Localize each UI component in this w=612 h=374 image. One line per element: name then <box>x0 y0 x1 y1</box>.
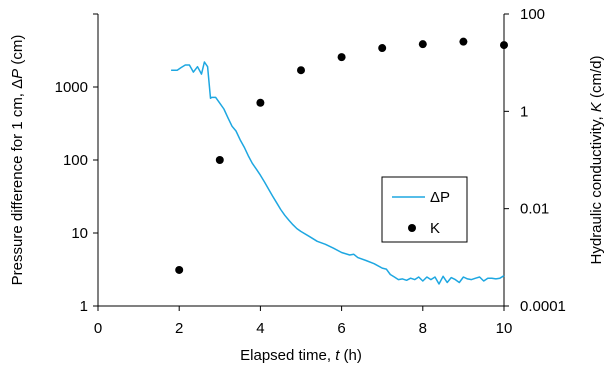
series-k <box>175 37 508 274</box>
y-axis-left-ticks: 1 10 100 1000 <box>55 13 98 315</box>
k-data-point <box>297 66 305 75</box>
x-tick-label: 2 <box>175 320 183 337</box>
x-tick-label: 0 <box>94 320 102 337</box>
legend-dot-symbol <box>408 224 416 232</box>
y-left-tick-label: 1000 <box>55 79 88 96</box>
legend-box <box>381 176 468 243</box>
delta-p-line <box>171 61 505 285</box>
plot-area-frame <box>97 14 505 307</box>
k-data-point <box>378 44 387 53</box>
y-right-tick-label: 1 <box>520 103 528 120</box>
y-left-tick-label: 1 <box>80 298 88 315</box>
x-tick-label: 8 <box>419 320 427 337</box>
y-axis-right-ticks: 0.0001 0.01 1 100 <box>504 6 566 315</box>
y-right-tick-label: 100 <box>520 6 545 23</box>
series-delta-p <box>171 61 505 285</box>
y-left-tick-label: 100 <box>63 152 88 169</box>
y-left-tick-label: 10 <box>71 225 88 242</box>
legend: ΔP K <box>381 176 468 243</box>
x-axis-ticks: 0 2 4 6 8 10 <box>94 306 513 337</box>
k-data-point <box>459 37 468 46</box>
y-right-tick-label: 0.0001 <box>520 298 566 315</box>
k-data-point <box>256 98 265 107</box>
k-data-point <box>500 41 508 50</box>
x-tick-label: 10 <box>496 320 513 337</box>
x-axis-title: Elapsed time, t (h) <box>240 347 362 364</box>
y-axis-left-title: Pressure difference for 1 cm, ΔP (cm) <box>9 35 26 286</box>
k-data-point <box>337 53 346 62</box>
k-data-point <box>215 156 224 164</box>
y-right-tick-label: 0.01 <box>520 201 549 218</box>
x-tick-label: 4 <box>256 320 264 337</box>
legend-label-delta-p: ΔP <box>430 189 450 206</box>
k-data-point <box>175 265 184 274</box>
k-data-point <box>418 40 427 49</box>
x-tick-label: 6 <box>337 320 345 337</box>
legend-label-k: K <box>430 220 440 237</box>
y-axis-right-title: Hydraulic conductivity, K (cm/d) <box>588 56 605 265</box>
